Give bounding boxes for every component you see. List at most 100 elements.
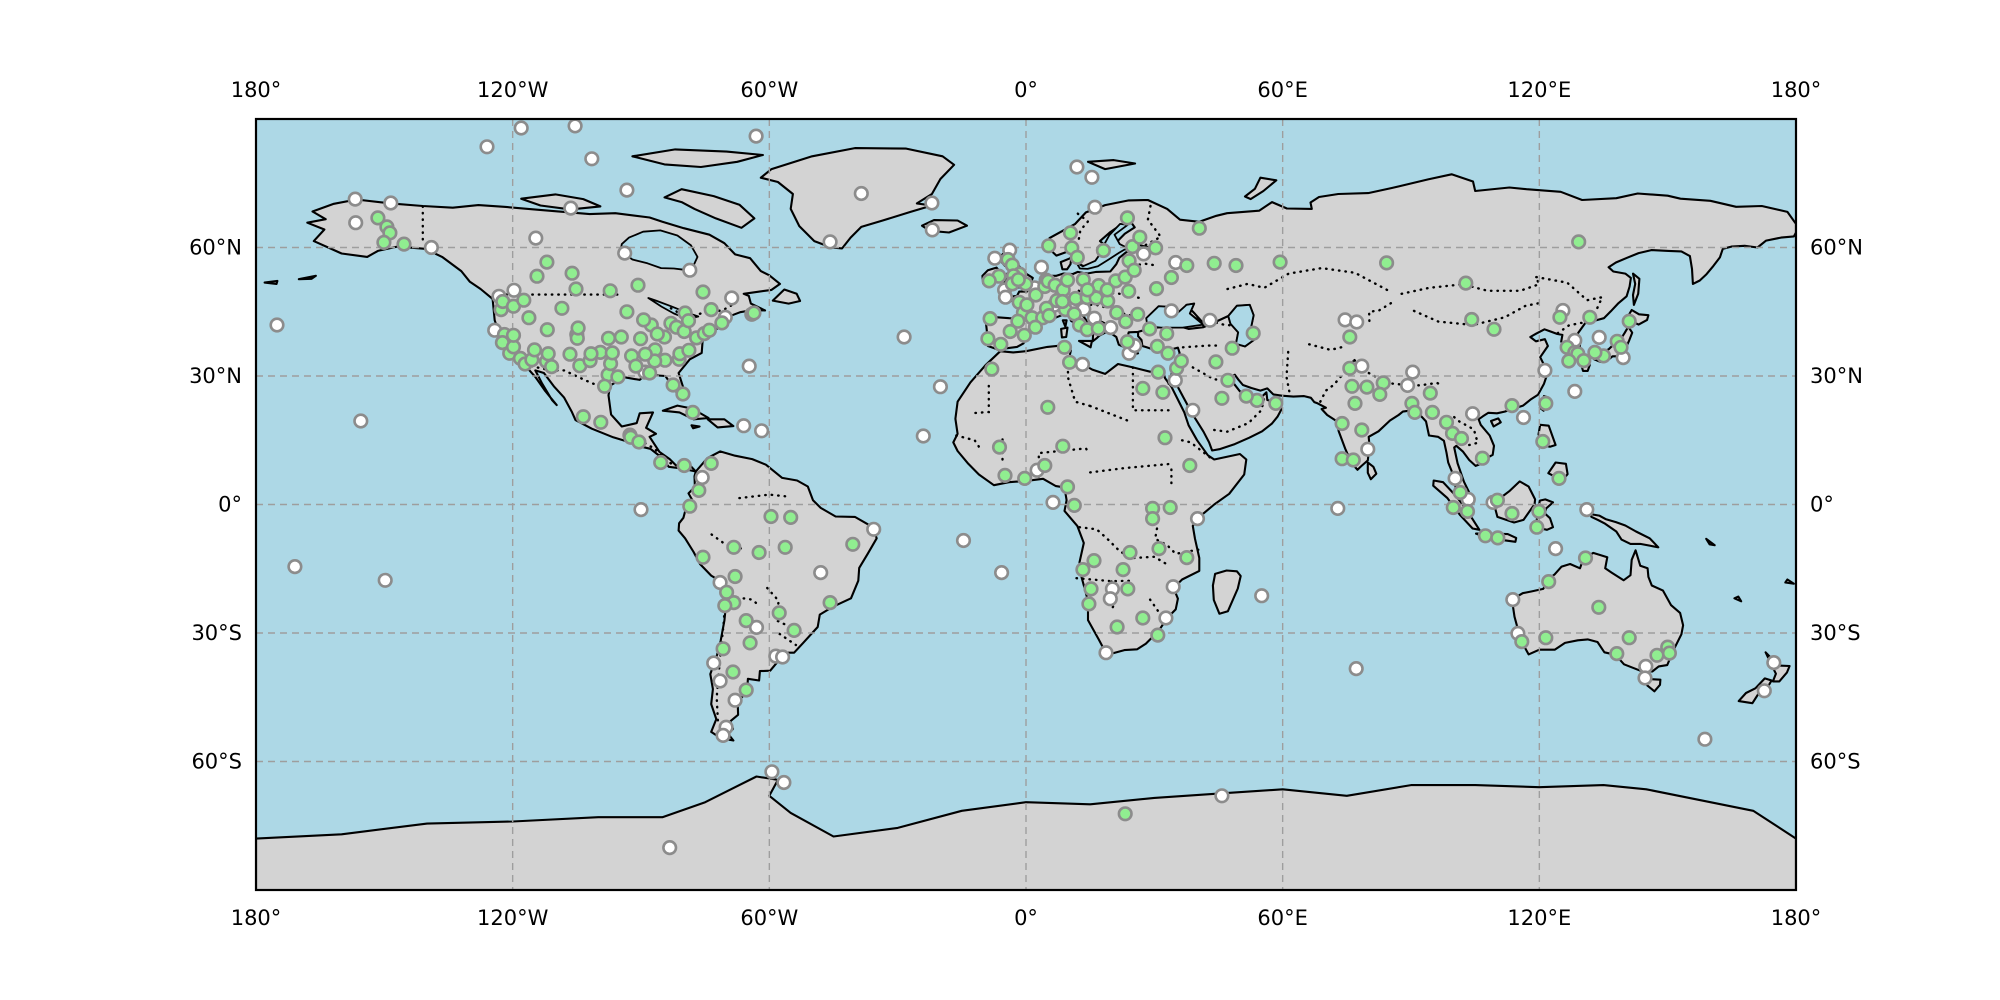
station-marker-green: [1115, 561, 1131, 578]
station-marker-white: [955, 532, 972, 549]
station-marker-green: [570, 320, 586, 336]
station-marker-green: [1272, 254, 1288, 270]
station-marker-white: [1547, 540, 1564, 557]
station-marker-green: [685, 404, 701, 421]
station-marker-green: [1587, 344, 1603, 361]
station-marker-green: [1459, 503, 1476, 520]
bottom-axis-label: 60°E: [1257, 906, 1308, 930]
station-marker-green: [1122, 544, 1138, 561]
landmass: [1059, 256, 1073, 271]
station-marker-green: [1609, 645, 1625, 662]
station-marker-green: [635, 312, 652, 328]
station-marker-green: [1208, 354, 1224, 370]
station-marker-green: [628, 358, 644, 374]
station-marker-white: [1447, 470, 1463, 487]
station-marker-green: [1149, 338, 1165, 355]
station-marker-white: [1399, 377, 1416, 394]
station-marker-white: [753, 423, 770, 439]
station-marker-green: [1126, 262, 1142, 278]
country-border: [1556, 321, 1587, 335]
station-marker-green: [1621, 313, 1637, 329]
station-marker-green: [1359, 379, 1375, 395]
country-border: [1065, 344, 1092, 408]
station-marker-green: [682, 498, 698, 514]
station-marker-white: [1102, 591, 1118, 607]
station-marker-white: [924, 222, 940, 238]
bottom-axis-label: 120°W: [477, 906, 549, 930]
station-marker-white: [633, 502, 649, 518]
station-marker-green: [1345, 452, 1361, 468]
station-marker-green: [1147, 240, 1164, 256]
station-marker-white: [1360, 441, 1376, 457]
station-marker-green: [1571, 234, 1587, 250]
landmass: [297, 274, 317, 281]
station-marker-green: [680, 313, 697, 329]
station-marker-green: [1027, 319, 1043, 335]
station-marker-white: [1165, 579, 1181, 595]
landmass: [520, 193, 602, 211]
station-marker-green: [984, 361, 1000, 377]
station-marker-white: [1074, 356, 1091, 373]
station-marker-green: [1083, 581, 1099, 597]
top-axis-label: 60°W: [740, 78, 798, 102]
station-marker-green: [1464, 311, 1480, 328]
station-marker-green: [564, 265, 580, 281]
right-axis-label: 60°S: [1810, 750, 1861, 774]
station-marker-green: [1144, 510, 1161, 527]
station-marker-white: [1537, 362, 1553, 379]
station-marker-green: [738, 612, 754, 629]
station-marker-green: [516, 292, 532, 308]
station-marker-green: [751, 544, 767, 561]
station-marker-green: [1661, 645, 1677, 661]
axis-labels: 180° 180° 120°W 120°W 60°W 60°W 0° 0° 60°E 60°E 12…: [189, 78, 1863, 930]
station-marker-green: [993, 336, 1009, 352]
station-marker-white: [1348, 660, 1364, 677]
station-marker-green: [1151, 540, 1167, 557]
station-marker-white: [383, 195, 399, 211]
station-marker-white: [1189, 510, 1206, 527]
station-marker-white: [694, 469, 710, 486]
inland-sea: [619, 229, 699, 271]
country-border: [1226, 266, 1393, 294]
station-marker-green: [1081, 596, 1097, 612]
station-marker-green: [665, 377, 681, 393]
station-marker-green: [1086, 552, 1102, 569]
station-marker-white: [866, 521, 882, 537]
country-border: [1131, 366, 1173, 412]
station-marker-green: [1214, 390, 1230, 406]
station-marker-white: [748, 619, 765, 636]
station-marker-green: [1422, 385, 1438, 401]
station-marker-white: [347, 191, 363, 207]
bottom-axis-label: 0°: [1014, 906, 1038, 930]
station-marker-green: [1551, 470, 1567, 487]
station-marker-green: [714, 315, 730, 331]
landmass: [1489, 417, 1502, 428]
station-marker-green: [738, 682, 754, 698]
station-marker-white: [715, 727, 731, 744]
station-marker-green: [1613, 339, 1629, 355]
station-marker-white: [528, 230, 544, 246]
station-marker-green: [1069, 249, 1085, 265]
landmass: [631, 148, 764, 169]
map-area: [256, 119, 1796, 890]
station-marker-green: [783, 509, 799, 526]
station-marker-green: [631, 434, 647, 450]
station-marker-green: [1075, 561, 1091, 578]
station-marker-green: [1220, 372, 1236, 388]
station-marker-green: [1245, 325, 1261, 341]
station-marker-white: [513, 120, 529, 136]
station-marker-green: [676, 457, 692, 474]
station-marker-green: [845, 536, 861, 552]
station-marker-green: [725, 664, 741, 680]
left-axis-label: 60°S: [191, 750, 242, 774]
landmass: [706, 418, 735, 429]
country-border: [1089, 462, 1173, 474]
station-marker-green: [1372, 386, 1388, 403]
country-border: [1148, 598, 1165, 621]
landmass: [690, 424, 701, 430]
station-marker-green: [1040, 399, 1056, 415]
station-marker-white: [584, 151, 600, 167]
station-marker-green: [1054, 293, 1070, 310]
station-marker-green: [1010, 313, 1026, 329]
station-marker-green: [1118, 314, 1134, 330]
